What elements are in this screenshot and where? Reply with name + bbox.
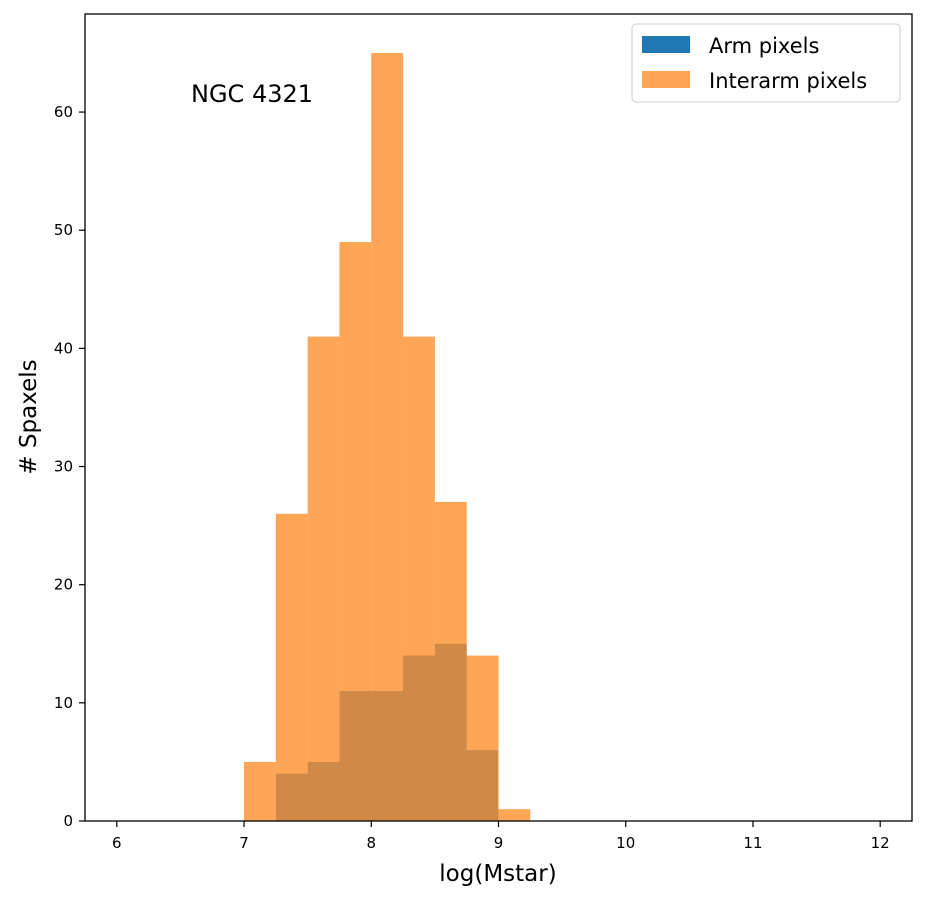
- bar-interarm-8: [498, 809, 531, 821]
- y-tick-label: 20: [54, 576, 73, 594]
- legend-box: [631, 23, 901, 103]
- y-axis-label: # Spaxels: [16, 359, 42, 474]
- x-tick-label: 10: [616, 834, 635, 852]
- legend-swatch-interarm: [642, 71, 690, 88]
- x-tick-label: 7: [239, 834, 249, 852]
- ticks-layer: 6 7 8 9 10 11 12 0 10 20 30 40 50 60: [54, 103, 890, 852]
- x-axis-label: log(Mstar): [439, 861, 556, 887]
- bar-interarm-4: [371, 52, 404, 822]
- legend: Arm pixels Interarm pixels: [631, 23, 901, 103]
- bars-layer: [244, 52, 531, 822]
- bar-interarm-6: [434, 501, 467, 821]
- bar-interarm-7: [466, 655, 499, 821]
- y-tick-label: 60: [54, 103, 73, 121]
- x-tick-label: 9: [494, 834, 504, 852]
- y-tick-label: 30: [54, 458, 73, 476]
- y-tick-label: 40: [54, 339, 73, 357]
- y-tick-label: 0: [63, 812, 73, 830]
- bar-interarm-5: [403, 336, 435, 821]
- legend-label-arm: Arm pixels: [709, 34, 819, 58]
- x-tick-label: 6: [112, 834, 122, 852]
- legend-label-interarm: Interarm pixels: [709, 69, 867, 93]
- x-tick-label: 8: [366, 834, 376, 852]
- bar-interarm-2: [307, 336, 340, 821]
- y-tick-label: 50: [54, 221, 73, 239]
- y-tick-label: 10: [54, 694, 73, 712]
- legend-swatch-arm: [642, 36, 690, 53]
- bar-interarm-0: [244, 761, 276, 821]
- x-tick-label: 12: [871, 834, 890, 852]
- x-tick-label: 11: [743, 834, 762, 852]
- bar-interarm-3: [339, 242, 372, 821]
- bar-interarm-1: [275, 513, 308, 821]
- galaxy-annotation: NGC 4321: [191, 80, 313, 108]
